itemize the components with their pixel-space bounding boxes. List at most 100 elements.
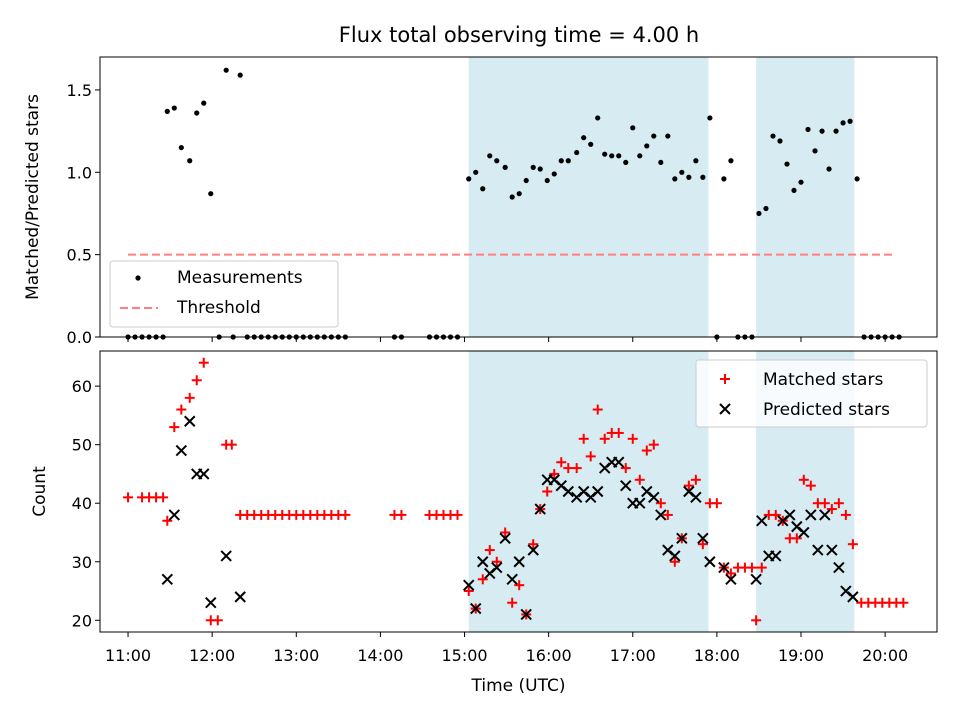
x-tick-label: 11:00 (105, 646, 151, 665)
predicted-star-point (676, 532, 688, 545)
cross-b (613, 456, 625, 468)
cross-b (562, 485, 574, 498)
measurement-point (623, 159, 629, 166)
x-tick-label: 19:00 (778, 646, 824, 665)
predicted-star-point (477, 556, 489, 568)
matched-star-point (613, 427, 624, 438)
legend: Matched stars Predicted stars (695, 359, 928, 428)
measurement-point (840, 120, 846, 126)
cross-b (477, 556, 489, 568)
legend-marker-measurements (135, 275, 141, 281)
x-tick-label: 18:00 (694, 646, 740, 665)
predicted-star-point (205, 597, 217, 609)
measurement-point (494, 158, 500, 164)
predicted-star-point (648, 491, 660, 504)
matched-star-point (634, 474, 645, 485)
measurement-point (833, 128, 839, 134)
predicted-star-point (463, 579, 475, 591)
cross-b (491, 561, 503, 574)
matched-star-point (770, 509, 781, 520)
predicted-star-point (669, 550, 681, 562)
matched-star-point (648, 439, 659, 450)
cross-b (534, 503, 546, 515)
cross-b (499, 532, 511, 545)
cross-b (847, 591, 859, 603)
cross-b (756, 515, 768, 527)
cross-b (198, 468, 210, 480)
measurement-point (502, 164, 508, 170)
matched-star-point (212, 615, 223, 626)
predicted-star-point (750, 573, 762, 586)
y-tick-label: 50 (72, 436, 92, 455)
cross-b (690, 491, 702, 504)
measurement-point (223, 67, 229, 73)
y-tick-label: 1.0 (67, 163, 92, 182)
measurement-point (616, 153, 622, 159)
cross-b (833, 561, 845, 574)
measurement-point (164, 108, 170, 114)
predicted-star-point (634, 497, 646, 509)
measurement-point (672, 176, 678, 182)
y-axis-label: Matched/Predicted stars (23, 94, 43, 300)
measurement-point (700, 174, 706, 180)
cross-b (770, 550, 782, 562)
cross-b (819, 509, 831, 521)
cross-b (750, 573, 762, 586)
cross-b (470, 602, 482, 615)
measurement-point (208, 191, 214, 197)
matched-star-point (528, 539, 539, 550)
measurement-point (819, 128, 825, 134)
x-tick-label: 16:00 (526, 646, 572, 665)
cross-b (520, 608, 532, 621)
matched-star-point (162, 515, 173, 526)
y-tick-label: 1.5 (67, 81, 92, 100)
matched-star-point (669, 556, 680, 567)
measurement-point (665, 133, 671, 139)
cross-b (697, 532, 709, 545)
matched-star-point (123, 492, 134, 503)
matched-star-point (556, 457, 567, 468)
matched-star-point (484, 545, 495, 556)
matched-star-point (690, 474, 701, 485)
y-tick-label: 40 (72, 494, 92, 513)
cross-b (527, 544, 539, 556)
cross-b (184, 415, 196, 427)
y-tick-label: 0.5 (67, 246, 92, 265)
legend-label: Measurements (177, 268, 303, 288)
cross-b (840, 585, 852, 597)
predicted-star-point (527, 544, 539, 556)
legend-label: Matched stars (763, 370, 883, 390)
matched-star-point (662, 509, 673, 520)
cross-b (805, 509, 817, 521)
predicted-star-point (175, 444, 188, 457)
x-tick-label: 20:00 (862, 646, 908, 665)
predicted-star-point (620, 479, 632, 492)
legend: Measurements Threshold (109, 260, 339, 328)
x-axis-label: Time (UTC) (471, 676, 566, 696)
predicted-star-point (491, 561, 503, 574)
chart-title: Flux total observing time = 4.00 h (339, 23, 699, 47)
measurement-point (530, 164, 536, 170)
measurement-point (466, 176, 472, 182)
cross-b (161, 573, 174, 586)
cross-b (725, 573, 737, 586)
measurement-point (588, 141, 594, 147)
matched-star-point (507, 597, 518, 608)
measurement-point (178, 144, 184, 151)
predicted-star-point (704, 556, 716, 568)
matched-star-point (697, 539, 708, 550)
predicted-star-point (470, 602, 482, 615)
matched-star-point (563, 463, 574, 474)
cross-b (463, 579, 475, 591)
cross-b (662, 544, 674, 556)
y-tick-label: 60 (72, 377, 92, 396)
measurement-point (551, 171, 557, 177)
predicted-star-point (826, 544, 838, 556)
predicted-star-point (234, 591, 246, 603)
matched-star-point (847, 539, 858, 550)
measurement-point (651, 133, 657, 139)
cross-b (784, 509, 796, 521)
cross-b (592, 485, 604, 498)
matched-star-point (198, 357, 209, 368)
matched-star-point (791, 533, 802, 544)
